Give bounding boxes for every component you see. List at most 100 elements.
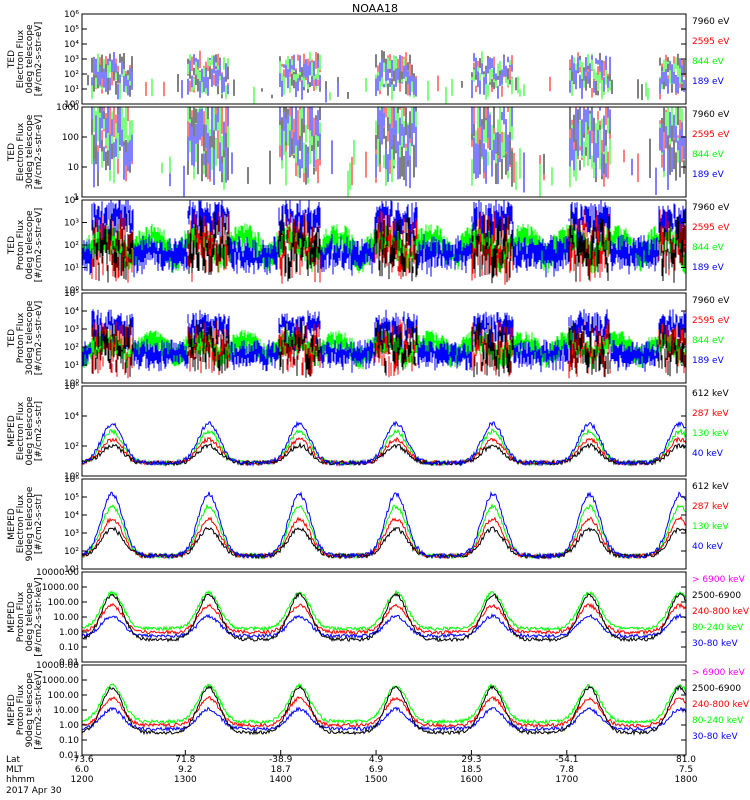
legend-ted-p-0-1: 2595 eV — [692, 223, 730, 233]
xtick-mlt-2: 18.7 — [271, 765, 291, 775]
legend-meped-e-90-2: 130 keV — [692, 522, 729, 532]
legend-meped-p-90-1: 2500-6900 — [692, 684, 741, 694]
series-blue-ted-e-30 — [91, 107, 685, 197]
xtick-mlt-6: 7.5 — [679, 765, 693, 775]
ylabel-line-meped-p-90-2: 90deg telescope — [25, 672, 35, 747]
xtick-lat-0: -73.6 — [70, 755, 94, 765]
panel-ted-e-30: 1 10 100 1000 TED Electron Flux 30deg telescop… — [7, 103, 730, 203]
legend-ted-e-0-3: 189 eV — [692, 77, 725, 87]
ytick-label-meped-p-90-0: 0.01 — [59, 751, 79, 761]
xtick-hhmm-6: 1800 — [675, 775, 698, 785]
legend-meped-e-90-0: 612 keV — [692, 482, 729, 492]
ylabel-line-meped-p-0-1: Proton Flux — [16, 591, 26, 642]
ylabel-line-ted-p-30-3: [#/cm2-s-str-eV] — [34, 301, 44, 376]
ytick-label-ted-e-0-6: 10⁶ — [64, 10, 79, 20]
ytick-label-meped-e-0-1: 10² — [64, 442, 79, 452]
legend-ted-p-0-2: 844 eV — [692, 243, 725, 253]
legend-ted-e-0-1: 2595 eV — [692, 37, 730, 47]
panel-ted-p-0: 10⁰ 10¹ 10² 10³ 10⁴ TED Proton Flux 0deg telesc… — [7, 196, 730, 296]
ytick-label-ted-p-30-0: 10⁰ — [64, 379, 79, 389]
ylabel-line-ted-e-0-0: TED — [7, 50, 17, 69]
plot-title: NOAA18 — [352, 2, 398, 15]
ytick-label-meped-p-0-5: 1000.00 — [42, 583, 79, 593]
ylabel-line-meped-e-90-2: 90deg telescope — [25, 486, 35, 561]
legend-meped-p-0-4: 30-80 keV — [692, 639, 738, 649]
series-green-meped-e-0 — [82, 427, 686, 467]
ylabel-line-ted-p-0-1: Proton Flux — [16, 219, 26, 270]
xtick-lat-1: 71.8 — [175, 755, 195, 765]
xaxis-row-label-0: Lat — [6, 755, 21, 765]
ytick-label-meped-e-0-2: 10⁴ — [64, 412, 79, 422]
ylabel-line-ted-p-30-0: TED — [7, 329, 17, 348]
panel-data-ted-p-0 — [82, 200, 686, 285]
xtick-mlt-3: 6.9 — [369, 765, 384, 775]
series-blue-meped-e-0 — [82, 420, 686, 467]
panel-data-ted-e-30 — [91, 107, 685, 197]
ytick-label-meped-p-0-3: 10.00 — [53, 613, 79, 623]
legend-meped-p-90-2: 240-800 keV — [692, 700, 750, 710]
xaxis-date: 2017 Apr 30 — [6, 786, 62, 796]
panel-meped-p-0: 0.01 0.10 1.00 10.00 100.00 1000.00 10000.00 ME… — [7, 568, 750, 668]
ytick-label-meped-p-0-1: 0.10 — [59, 643, 79, 653]
ytick-label-meped-p-90-3: 10.00 — [53, 706, 79, 716]
legend-ted-p-30-1: 2595 eV — [692, 316, 730, 326]
series-blue-meped-p-90 — [82, 706, 686, 733]
panels-group: 10⁰ 10¹ 10² 10³ 10⁴ 10⁵ 10⁶ TED Electron Flux 0de… — [7, 10, 750, 761]
ylabel-line-ted-e-30-3: [#/cm2-s-str-eV] — [34, 115, 44, 190]
ytick-label-ted-e-0-2: 10² — [64, 70, 79, 80]
legend-ted-e-30-0: 7960 eV — [692, 110, 730, 120]
ylabel-line-ted-p-0-3: [#/cm2-s-str-eV] — [34, 208, 44, 283]
legend-ted-e-0-2: 844 eV — [692, 57, 725, 67]
panel-meped-e-0: 10⁰ 10² 10⁴ 10⁶ MEPED Electron Flux 0deg teles… — [7, 382, 729, 482]
panel-ted-e-0: 10⁰ 10¹ 10² 10³ 10⁴ 10⁵ 10⁶ TED Electron Flux 0de… — [7, 10, 730, 110]
legend-meped-e-0-3: 40 keV — [692, 449, 724, 459]
legend-meped-p-90-4: 30-80 keV — [692, 732, 738, 742]
ylabel-line-ted-e-30-1: Electron Flux — [16, 122, 26, 181]
ytick-label-ted-e-30-0: 1 — [73, 193, 79, 203]
x-axis-group: LatMLThhmm-73.66.0120071.89.21300-38.918… — [6, 750, 698, 796]
ytick-label-ted-p-30-5: 10⁵ — [64, 289, 79, 299]
series-black-ted-p-0 — [91, 210, 686, 284]
ytick-label-ted-p-30-3: 10³ — [64, 325, 79, 335]
xtick-lat-4: 29.3 — [461, 755, 481, 765]
xtick-hhmm-5: 1700 — [555, 775, 578, 785]
ytick-label-meped-p-0-0: 0.01 — [59, 658, 79, 668]
legend-meped-p-0-2: 240-800 keV — [692, 607, 750, 617]
ylabel-line-ted-p-30-2: 30deg telescope — [25, 300, 35, 375]
panel-data-meped-p-90 — [82, 682, 686, 736]
series-green-meped-p-90 — [82, 682, 686, 725]
ylabel-line-meped-e-90-0: MEPED — [7, 508, 17, 540]
ytick-label-meped-p-0-4: 100.00 — [48, 598, 80, 608]
series-blue-meped-p-0 — [82, 613, 686, 640]
panel-frame-ted-p-30 — [81, 292, 687, 384]
ylabel-line-meped-p-90-1: Proton Flux — [16, 684, 26, 735]
xtick-mlt-5: 7.8 — [560, 765, 575, 775]
legend-meped-p-0-3: 80-240 keV — [692, 623, 744, 633]
ylabel-line-ted-e-0-3: [#/cm2-s-str-eV] — [34, 22, 44, 97]
series-blue-meped-e-90 — [82, 490, 686, 560]
ylabel-line-meped-e-90-1: Electron Flux — [16, 494, 26, 553]
xtick-mlt-4: 18.5 — [461, 765, 481, 775]
ytick-label-meped-p-90-6: 10000.00 — [36, 661, 79, 671]
ytick-label-meped-e-90-0: 10¹ — [64, 565, 79, 575]
ytick-label-meped-p-90-2: 1.00 — [59, 721, 79, 731]
series-red-meped-p-0 — [82, 602, 686, 636]
ytick-label-ted-e-30-3: 1000 — [56, 103, 79, 113]
ylabel-line-meped-p-0-2: 0deg telescope — [25, 582, 35, 652]
xtick-hhmm-3: 1500 — [365, 775, 388, 785]
legend-ted-e-0-0: 7960 eV — [692, 17, 730, 27]
series-green-meped-p-0 — [82, 589, 686, 632]
legend-ted-p-0-0: 7960 eV — [692, 203, 730, 213]
panel-meped-p-90: 0.01 0.10 1.00 10.00 100.00 1000.00 10000.00 ME… — [7, 661, 750, 761]
series-blue-ted-e-0 — [91, 52, 685, 103]
legend-meped-p-0-0: > 6900 keV — [692, 575, 746, 585]
legend-ted-p-30-0: 7960 eV — [692, 296, 730, 306]
ytick-label-meped-e-0-0: 10⁰ — [64, 472, 79, 482]
ytick-label-ted-e-0-5: 10⁵ — [64, 25, 79, 35]
xaxis-row-label-2: hhmm — [6, 775, 35, 785]
legend-ted-p-30-2: 844 eV — [692, 336, 725, 346]
ytick-label-ted-e-0-1: 10¹ — [64, 85, 79, 95]
panel-frame-meped-e-90 — [81, 478, 687, 570]
ytick-label-meped-e-90-3: 10⁴ — [64, 511, 79, 521]
